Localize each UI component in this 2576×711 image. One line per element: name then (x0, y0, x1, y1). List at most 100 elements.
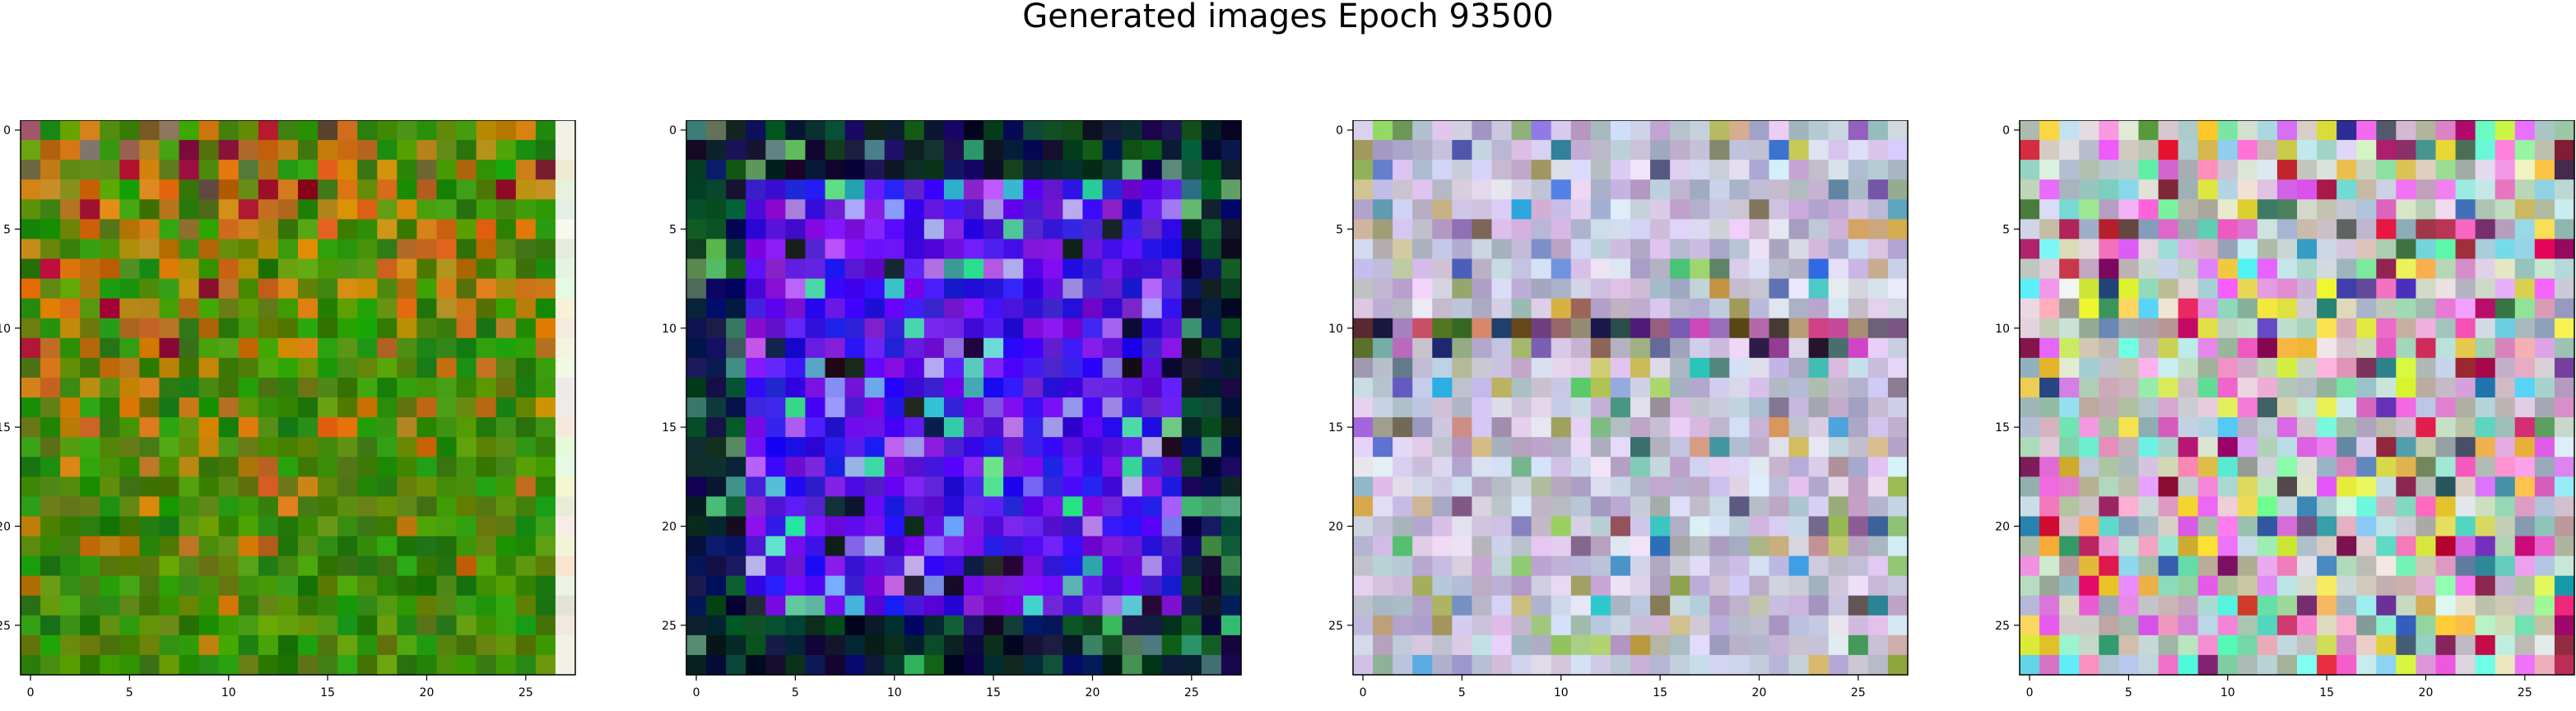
pixel-cell (515, 615, 537, 636)
pixel-cell (179, 160, 200, 180)
pixel-cell (726, 298, 746, 319)
pixel-cell (2416, 298, 2437, 319)
pixel-cell (2158, 575, 2179, 597)
pixel-cell (964, 437, 984, 458)
pixel-cell (785, 417, 807, 438)
pixel-cell (2297, 457, 2318, 477)
pixel-cell (686, 595, 707, 616)
pixel-cell (2534, 199, 2555, 220)
pixel-cell (397, 634, 418, 656)
pixel-cell (1769, 476, 1790, 497)
pixel-cell (1551, 199, 1572, 220)
pixel-cell (805, 417, 826, 438)
pixel-cell (436, 377, 458, 398)
pixel-cell (2297, 199, 2318, 220)
pixel-cell (40, 555, 61, 577)
pixel-cell (726, 555, 746, 577)
pixel-cell (1353, 496, 1374, 518)
pixel-cell (1551, 278, 1572, 300)
pixel-cell (2039, 634, 2060, 656)
pixel-cell (2416, 199, 2437, 220)
pixel-cell (943, 457, 965, 477)
pixel-cell (2297, 516, 2318, 537)
pixel-cell (923, 417, 945, 438)
pixel-cell (1828, 258, 1849, 280)
pixel-cell (1161, 160, 1183, 180)
pixel-cell (397, 437, 418, 458)
pixel-cell (1590, 555, 1611, 577)
pixel-cell (1848, 555, 1869, 577)
pixel-cell (1848, 219, 1869, 240)
pixel-cell (2217, 417, 2239, 438)
pixel-cell (2534, 298, 2555, 319)
pixel-cell (1122, 140, 1143, 160)
pixel-cell (805, 595, 826, 616)
y-tick-label: 5 (3, 223, 11, 236)
pixel-cell (2197, 654, 2219, 676)
pixel-cell (983, 160, 1004, 180)
pixel-cell (1709, 239, 1730, 260)
pixel-cell (2317, 239, 2337, 260)
pixel-cell (1122, 457, 1143, 477)
pixel-cell (2237, 318, 2258, 339)
pixel-cell (535, 179, 556, 200)
pixel-cell (80, 575, 100, 597)
pixel-cell (884, 476, 905, 497)
axes-frame (2019, 119, 2575, 676)
pixel-cell (2020, 634, 2040, 656)
pixel-cell (2079, 258, 2099, 280)
pixel-cell (2317, 575, 2337, 597)
pixel-cell (1122, 199, 1143, 220)
pixel-cell (179, 219, 200, 240)
pixel-cell (2554, 516, 2575, 537)
pixel-cell (1201, 160, 1222, 180)
pixel-cell (2020, 337, 2040, 359)
pixel-cell (943, 555, 965, 577)
pixel-cell (159, 615, 180, 636)
pixel-cell (1887, 160, 1909, 180)
pixel-cell (1221, 239, 1242, 260)
pixel-cell (1161, 634, 1183, 656)
pixel-cell (456, 298, 477, 319)
pixel-cell (416, 615, 438, 636)
pixel-cell (179, 654, 200, 676)
pixel-cell (2475, 239, 2496, 260)
pixel-cell (2416, 219, 2437, 240)
pixel-cell (765, 278, 786, 300)
pixel-cell (825, 615, 846, 636)
pixel-cell (2435, 377, 2457, 398)
pixel-cell (1709, 536, 1730, 557)
pixel-cell (436, 179, 458, 200)
pixel-cell (258, 496, 279, 518)
pixel-cell (476, 219, 497, 240)
pixel-cell (943, 219, 965, 240)
pixel-cell (337, 357, 358, 379)
axes-frame (1352, 119, 1909, 676)
pixel-cell (2416, 258, 2437, 280)
pixel-cell (555, 239, 576, 260)
pixel-cell (943, 575, 965, 597)
pixel-cell (159, 575, 180, 597)
pixel-cell (864, 258, 886, 280)
pixel-cell (1142, 258, 1163, 280)
pixel-cell (40, 536, 61, 557)
pixel-cell (1531, 160, 1552, 180)
pixel-cell (1221, 278, 1242, 300)
pixel-cell (198, 476, 220, 497)
pixel-cell (436, 516, 458, 537)
pixel-cell (1590, 476, 1611, 497)
pixel-cell (318, 476, 338, 497)
pixel-cell (746, 536, 766, 557)
pixel-cell (238, 536, 259, 557)
pixel-cell (1353, 337, 1374, 359)
pixel-cell (1769, 516, 1790, 537)
pixel-cell (2158, 397, 2179, 418)
pixel-cell (238, 179, 259, 200)
pixel-cell (2297, 575, 2318, 597)
pixel-cell (1867, 318, 1889, 339)
pixel-cell (1221, 318, 1242, 339)
pixel-cell (1472, 298, 1493, 319)
pixel-cell (1729, 555, 1751, 577)
pixel-cell (337, 397, 358, 418)
pixel-cell (298, 654, 319, 676)
